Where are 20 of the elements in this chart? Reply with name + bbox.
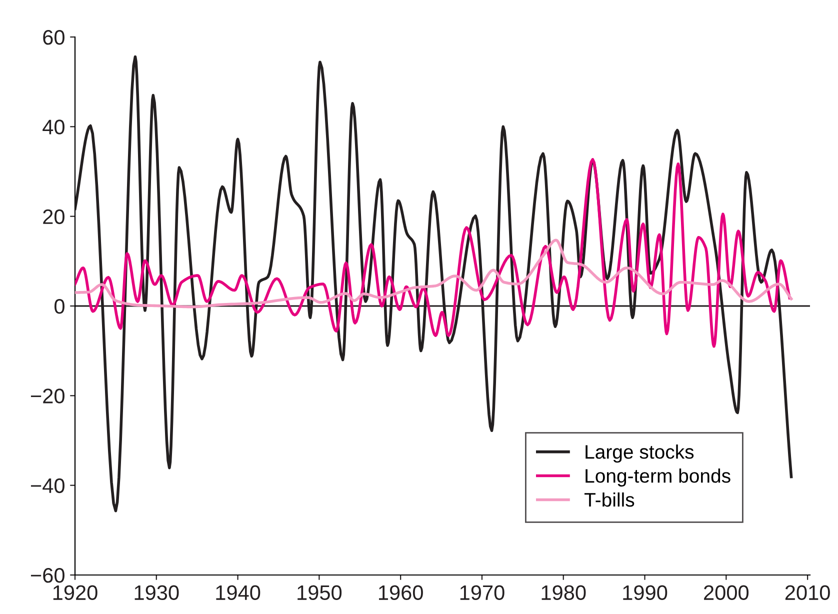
x-tick-label: 2000 xyxy=(704,585,749,600)
x-tick-label: 1950 xyxy=(298,585,342,600)
y-tick-label: 60 xyxy=(43,30,64,45)
x-tick-label: 1980 xyxy=(542,585,586,600)
y-tick-label: −60 xyxy=(30,568,64,583)
legend-label: Large stocks xyxy=(586,444,694,463)
x-tick-label: 1990 xyxy=(623,585,668,600)
x-tick-label: 1930 xyxy=(134,585,179,600)
y-tick-label: 20 xyxy=(43,209,64,224)
x-tick-label: 1940 xyxy=(216,585,260,600)
x-tick-label: 1970 xyxy=(460,585,504,600)
x-tick-label: 2010 xyxy=(785,585,830,600)
legend-label: T-bills xyxy=(584,492,634,507)
y-tick-label: 0 xyxy=(54,299,64,314)
legend-label: Long-term bonds xyxy=(586,468,730,487)
x-tick-label: 1960 xyxy=(379,585,423,600)
y-tick-label: −20 xyxy=(30,388,64,404)
y-tick-label: −40 xyxy=(30,478,64,494)
x-tick-label: 1920 xyxy=(53,585,98,600)
y-tick-label: 40 xyxy=(42,120,64,134)
